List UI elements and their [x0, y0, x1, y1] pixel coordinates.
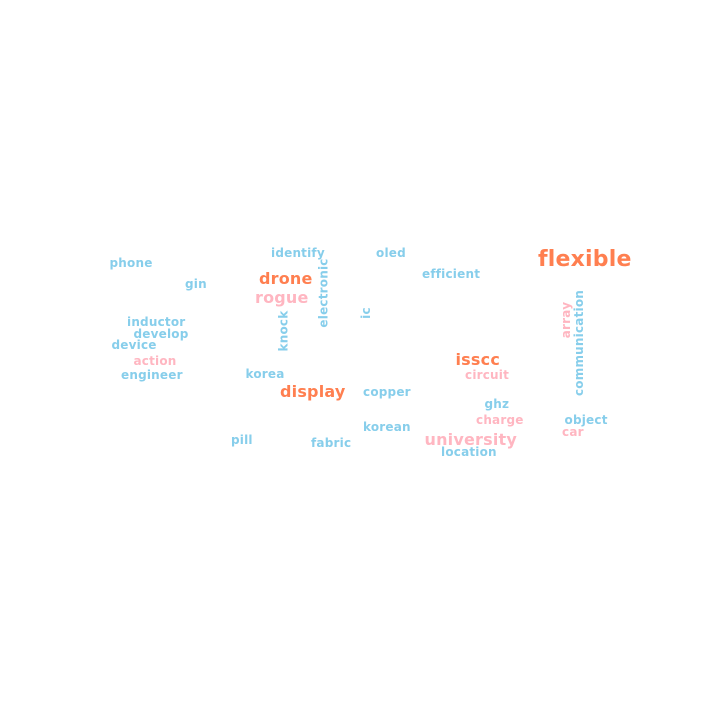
word-object: object	[564, 413, 608, 427]
word-oled: oled	[376, 246, 406, 260]
word-charge: charge	[476, 413, 524, 427]
word-university: university	[424, 430, 518, 449]
word-electronic: electronic	[316, 258, 331, 328]
word-action: action	[133, 354, 177, 368]
word-gin: gin	[185, 277, 207, 291]
word-copper: copper	[363, 385, 411, 399]
word-efficient: efficient	[422, 267, 481, 281]
word-korea: korea	[245, 367, 285, 381]
word-isscc: isscc	[455, 350, 500, 369]
word-rogue: rogue	[255, 288, 309, 307]
word-ghz: ghz	[484, 397, 510, 411]
word-location: location	[441, 445, 497, 459]
word-phone: phone	[109, 256, 153, 270]
word-communication: communication	[572, 289, 587, 397]
word-circuit: circuit	[465, 368, 510, 382]
word-drone: drone	[259, 269, 313, 288]
word-pill: pill	[231, 433, 253, 447]
word-korean: korean	[363, 420, 411, 434]
word-flexible: flexible	[538, 247, 632, 272]
word-knock: knock	[275, 310, 290, 352]
word-identify: identify	[271, 246, 325, 260]
word-device: device	[111, 338, 157, 352]
word-array: array	[559, 301, 574, 339]
word-develop: develop	[133, 327, 189, 341]
word-fabric: fabric	[311, 436, 352, 450]
word-car: car	[562, 425, 584, 439]
word-ic: ic	[358, 307, 373, 319]
word-display: display	[280, 382, 346, 401]
word-engineer: engineer	[121, 368, 183, 382]
word-inductor: inductor	[127, 315, 186, 329]
